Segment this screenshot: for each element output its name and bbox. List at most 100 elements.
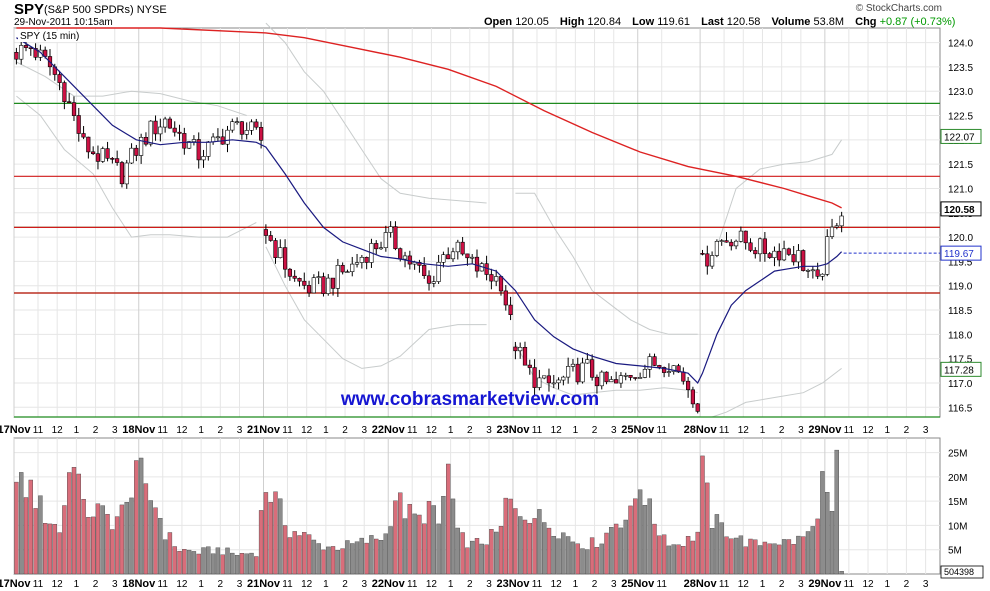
candle-body [441,254,446,263]
panel-label: SPY (15 min) [18,31,82,42]
volume-x-tick-label: 11 [719,579,730,590]
candle-body [57,74,62,83]
volume-bar [28,479,33,575]
volume-bar [777,544,782,575]
price-x-tick-label: 12 [301,425,313,436]
price-x-tick-label: 12 [862,425,874,436]
volume-bar [119,504,125,575]
candle-body [398,248,403,260]
price-x-tick-label: 12 [52,425,64,436]
candle-body [153,120,158,135]
candle-body [374,243,379,250]
volume-bar [86,517,91,575]
candle-body [743,230,748,244]
candle-body [273,240,278,259]
price-x-tick-label: 18Nov [122,424,156,436]
volume-bar [225,547,230,575]
candle-body [167,118,173,129]
volume-bar [470,540,475,575]
volume-bar [575,543,580,575]
candle-body [585,359,590,364]
candle-body [139,137,144,156]
candle-body [119,162,124,185]
timestamp: 29-Nov-2011 10:15am [14,17,113,28]
website-text[interactable]: www.cobrasmarketview.com [340,389,600,410]
volume-bar [302,532,307,575]
candle-body [95,153,100,162]
volume-bar [594,547,600,575]
candle-body [378,247,384,250]
price-tag-label: 120.58 [944,205,975,216]
volume-x-tick-label: 17Nov [0,578,31,590]
volume-bar [239,553,245,575]
candle-body [609,379,614,383]
last-label: Last [701,16,724,28]
candle-body [527,364,532,368]
candle-body [733,240,739,247]
candle-body [292,275,297,279]
candle-body [158,126,163,135]
candle-body [628,374,633,378]
candle-body [489,274,494,282]
candle-body [541,375,547,379]
candle-body [810,269,815,272]
volume-bar [364,542,369,575]
volume-label: Volume [771,16,811,28]
candle-body [801,250,806,271]
volume-bar [153,507,158,575]
price-x-tick-label: 11 [158,425,169,436]
candle-body [565,366,571,378]
price-panel-frame [13,27,941,418]
candle-body [431,281,436,284]
volume-bar [306,534,312,575]
volume-bar [311,539,317,575]
volume-x-tick-label: 11 [532,579,543,590]
volume-bar [138,457,144,575]
volume-bar [585,549,590,575]
candle-body [460,241,465,255]
candle-body [474,256,480,272]
candle-body [748,242,753,251]
volume-bar [623,519,628,575]
candle-body [513,346,518,352]
volume-bar [460,532,465,575]
candle-body [388,226,393,233]
volume-bar [335,550,340,575]
candle-body [613,379,619,384]
volume-bar [33,508,38,575]
volume-x-tick-label: 1 [573,579,579,590]
candle-body [225,129,230,145]
volume-bar [66,472,72,575]
price-tick-label: 119.0 [948,282,973,293]
volume-bar [278,498,283,575]
candle-body [781,248,787,261]
volume-bar [503,497,508,575]
price-tag-label: 119.67 [944,249,974,260]
candle-body [86,136,91,153]
candle-body [330,277,336,289]
volume-bar [407,504,412,575]
candle-body [311,277,316,294]
candle-body [302,280,307,286]
price-tick-label: 117.0 [948,379,973,390]
candle-body [402,255,408,260]
candle-body [546,375,551,384]
candle-body [129,147,134,164]
volume-bar [642,505,648,575]
volume-x-tick-label: 3 [237,579,243,590]
volume-bar [834,449,839,575]
price-x-tick-label: 11 [719,425,730,436]
volume-bar [71,467,77,575]
price-tick-label: 118.0 [948,330,973,341]
price-x-tick-label: 17Nov [0,424,31,436]
volume-bar [652,523,657,575]
volume-bar [753,539,758,575]
candle-body [182,133,187,149]
volume-x-tick-label: 11 [407,579,418,590]
candle-body [172,127,177,133]
price-tick-label: 123.0 [948,87,973,98]
volume-x-tick-label: 12 [738,579,750,590]
volume-bar [110,529,115,575]
watermark: © StockCharts.com [855,3,942,14]
candle-body [647,356,652,370]
